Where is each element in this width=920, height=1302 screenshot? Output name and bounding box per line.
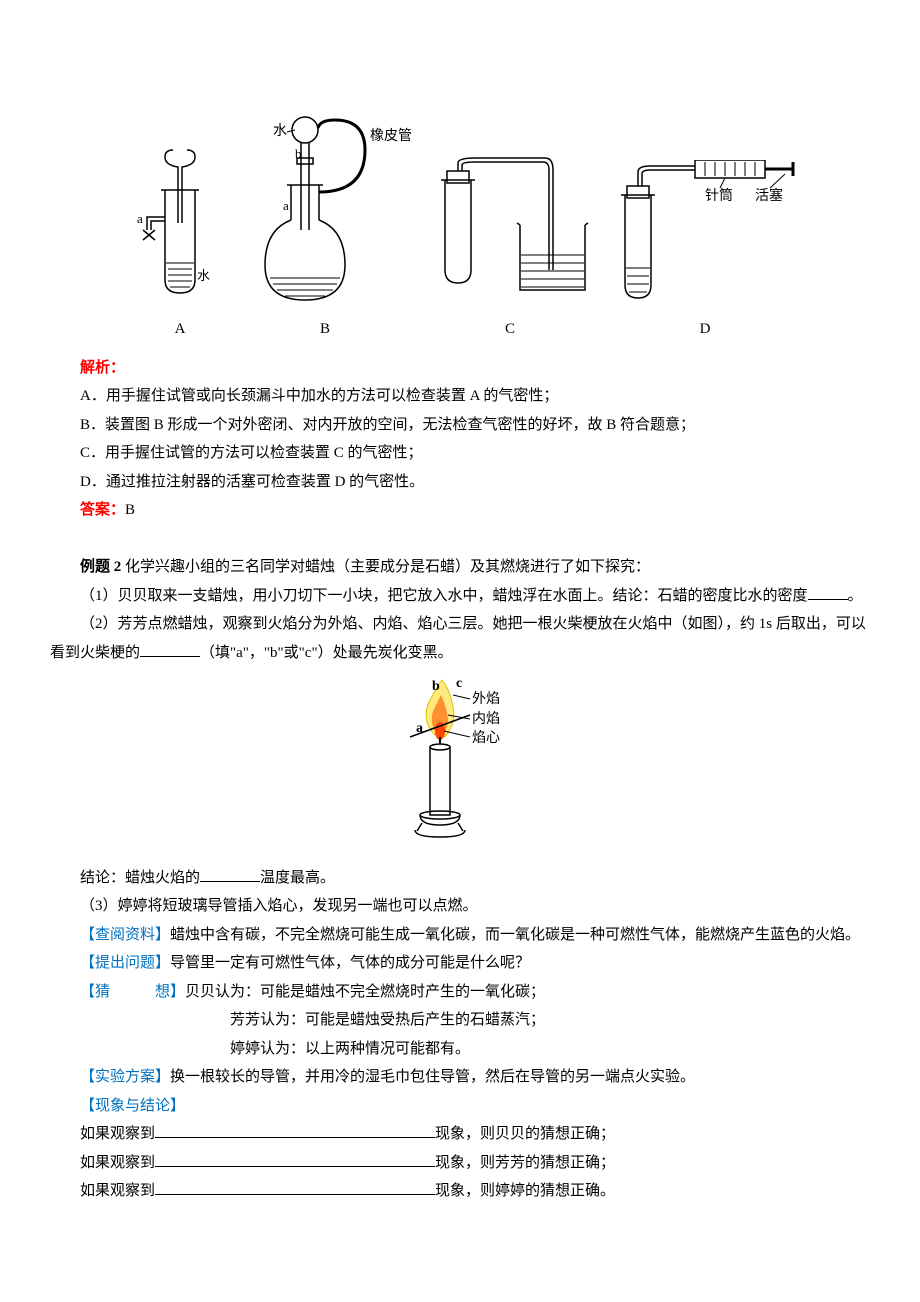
guess1-line: 【猜 想】贝贝认为：可能是蜡烛不完全燃烧时产生的一氧化碳； bbox=[50, 978, 870, 1007]
lookup-line: 【查阅资料】蜡烛中含有碳，不完全燃烧可能生成一氧化碳，而一氧化碳是一种可燃性气体… bbox=[50, 921, 870, 950]
diagram-b: 水 b 橡皮管 a B bbox=[235, 110, 415, 344]
apparatus-a-svg: a 水 bbox=[135, 145, 225, 310]
candle-b: b bbox=[432, 679, 440, 694]
candle-c: c bbox=[456, 676, 462, 691]
diagram-d-label: D bbox=[700, 315, 711, 344]
candle-core: 焰心 bbox=[472, 730, 500, 746]
analysis-heading: 解析： bbox=[50, 354, 870, 383]
blank-temp bbox=[200, 867, 260, 882]
analysis-b: B．装置图 B 形成一个对外密闭、对内开放的空间，无法检查气密性的好坏，故 B … bbox=[50, 411, 870, 440]
anno-water-b: 水 bbox=[273, 123, 287, 139]
diagram-c: C bbox=[425, 155, 595, 344]
example2-p1: （1）贝贝取来一支蜡烛，用小刀切下一小块，把它放入水中，蜡烛浮在水面上。结论：石… bbox=[50, 582, 870, 611]
conclusion-end: 温度最高。 bbox=[260, 870, 335, 886]
lookup-text: 蜡烛中含有碳，不完全燃烧可能生成一氧化碳，而一氧化碳是一种可燃性气体，能燃烧产生… bbox=[170, 927, 860, 943]
guess3-line: 婷婷认为：以上两种情况可能都有。 bbox=[50, 1035, 870, 1064]
r1b: 现象，则贝贝的猜想正确； bbox=[435, 1126, 615, 1142]
example2-title: 例题 2 bbox=[80, 559, 121, 575]
diagram-a: a 水 A bbox=[135, 145, 225, 344]
result-heading: 【现象与结论】 bbox=[50, 1092, 870, 1121]
r3b: 现象，则婷婷的猜想正确。 bbox=[435, 1183, 615, 1199]
answer-label: 答案： bbox=[80, 502, 125, 518]
anno-tube: 橡皮管 bbox=[370, 128, 412, 144]
diagram-c-label: C bbox=[505, 315, 515, 344]
result-label: 【现象与结论】 bbox=[80, 1098, 185, 1114]
lookup-label: 【查阅资料】 bbox=[80, 927, 170, 943]
r2b: 现象，则芳芳的猜想正确； bbox=[435, 1155, 615, 1171]
blank-r1 bbox=[155, 1123, 435, 1138]
blank-density bbox=[808, 585, 848, 600]
analysis-d: D．通过推拉注射器的活塞可检查装置 D 的气密性。 bbox=[50, 468, 870, 497]
conclusion-line: 结论：蜡烛火焰的 温度最高。 bbox=[50, 864, 870, 893]
question-line: 【提出问题】导管里一定有可燃性气体，气体的成分可能是什么呢？ bbox=[50, 949, 870, 978]
candle-outer: 外焰 bbox=[472, 691, 500, 707]
candle-inner: 内焰 bbox=[472, 711, 500, 727]
guess-label: 【猜 想】 bbox=[80, 984, 185, 1000]
plan-line: 【实验方案】换一根较长的导管，并用冷的湿毛巾包住导管，然后在导管的另一端点火实验… bbox=[50, 1063, 870, 1092]
p1-end: 。 bbox=[848, 588, 863, 604]
r1a: 如果观察到 bbox=[80, 1126, 155, 1142]
answer-text: B bbox=[125, 502, 135, 518]
apparatus-b-svg: 水 b 橡皮管 a bbox=[235, 110, 415, 310]
plan-text: 换一根较长的导管，并用冷的湿毛巾包住导管，然后在导管的另一端点火实验。 bbox=[170, 1069, 695, 1085]
r3a: 如果观察到 bbox=[80, 1183, 155, 1199]
apparatus-d-svg: 针筒 活塞 bbox=[605, 160, 805, 310]
answer-line: 答案：B bbox=[50, 496, 870, 525]
blank-r3 bbox=[155, 1180, 435, 1195]
candle-figure: a b c 外焰 内焰 焰心 bbox=[50, 675, 870, 856]
diagram-d: 针筒 活塞 D bbox=[605, 160, 805, 344]
candle-a: a bbox=[416, 721, 423, 736]
example2-intro-text: 化学兴趣小组的三名同学对蜡烛（主要成分是石蜡）及其燃烧进行了如下探究： bbox=[121, 559, 650, 575]
question-label: 【提出问题】 bbox=[80, 955, 170, 971]
blank-match bbox=[140, 642, 200, 657]
question-text: 导管里一定有可燃性气体，气体的成分可能是什么呢？ bbox=[170, 955, 530, 971]
anno-a-b: a bbox=[283, 198, 289, 213]
diagram-b-label: B bbox=[320, 315, 330, 344]
analysis-c: C．用手握住试管的方法可以检查装置 C 的气密性； bbox=[50, 439, 870, 468]
apparatus-c-svg bbox=[425, 155, 595, 310]
candle-svg: a b c 外焰 内焰 焰心 bbox=[380, 675, 540, 845]
apparatus-diagram-row: a 水 A bbox=[130, 110, 810, 344]
example2-p2: （2）芳芳点燃蜡烛，观察到火焰分为外焰、内焰、焰心三层。她把一根火柴梗放在火焰中… bbox=[50, 610, 870, 667]
anno-b: b bbox=[295, 146, 302, 161]
analysis-a: A．用手握住试管或向长颈漏斗中加水的方法可以检查装置 A 的气密性； bbox=[50, 382, 870, 411]
analysis-label: 解析： bbox=[80, 360, 125, 376]
plan-label: 【实验方案】 bbox=[80, 1069, 170, 1085]
anno-needle: 针筒 bbox=[705, 187, 733, 204]
anno-water: 水 bbox=[197, 268, 210, 283]
anno-piston: 活塞 bbox=[755, 187, 783, 204]
result3-line: 如果观察到 现象，则婷婷的猜想正确。 bbox=[50, 1177, 870, 1206]
blank-r2 bbox=[155, 1152, 435, 1167]
result2-line: 如果观察到 现象，则芳芳的猜想正确； bbox=[50, 1149, 870, 1178]
r2a: 如果观察到 bbox=[80, 1155, 155, 1171]
diagram-a-label: A bbox=[175, 315, 186, 344]
analysis-b-text: B．装置图 B 形成一个对外密闭、对内开放的空间，无法检查气密性的好坏，故 B … bbox=[50, 411, 695, 440]
example2-intro: 例题 2 化学兴趣小组的三名同学对蜡烛（主要成分是石蜡）及其燃烧进行了如下探究： bbox=[50, 553, 870, 582]
example2-p3: （3）婷婷将短玻璃导管插入焰心，发现另一端也可以点燃。 bbox=[50, 892, 870, 921]
result1-line: 如果观察到 现象，则贝贝的猜想正确； bbox=[50, 1120, 870, 1149]
anno-a: a bbox=[137, 211, 143, 226]
p2b-text: （填"a"，"b"或"c"）处最先炭化变黑。 bbox=[200, 645, 453, 661]
guess2-line: 芳芳认为：可能是蜡烛受热后产生的石蜡蒸汽； bbox=[50, 1006, 870, 1035]
p1-text: （1）贝贝取来一支蜡烛，用小刀切下一小块，把它放入水中，蜡烛浮在水面上。结论：石… bbox=[80, 588, 808, 604]
guess1-text: 贝贝认为：可能是蜡烛不完全燃烧时产生的一氧化碳； bbox=[185, 984, 545, 1000]
conclusion-text: 结论：蜡烛火焰的 bbox=[80, 870, 200, 886]
